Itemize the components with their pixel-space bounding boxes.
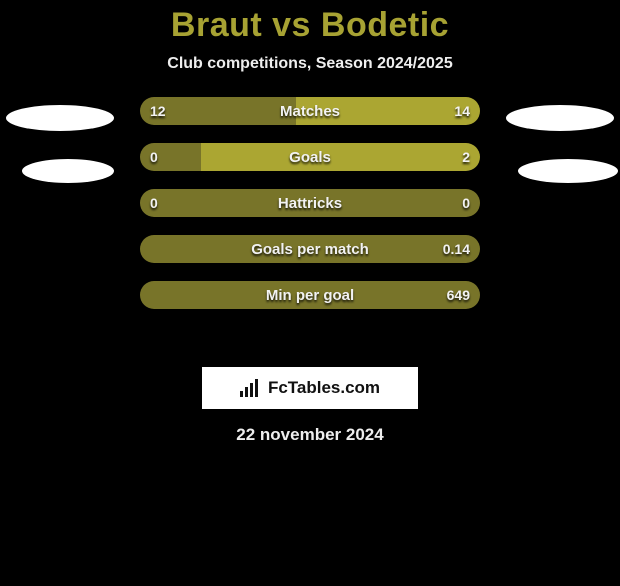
oval-icon <box>22 159 114 183</box>
stat-row: Matches1214 <box>140 97 480 125</box>
oval-icon <box>6 105 114 131</box>
source-logo-text: FcTables.com <box>268 378 380 398</box>
stat-bar-left <box>140 143 201 171</box>
right-player-marks <box>500 107 620 183</box>
chart-area: Matches1214Goals02Hattricks00Goals per m… <box>0 107 620 347</box>
oval-icon <box>518 159 618 183</box>
stat-bars: Matches1214 Goals02 Hattricks00 Goals per m… <box>140 97 480 327</box>
stat-bar-right <box>296 97 480 125</box>
stat-bar-left <box>140 189 480 217</box>
stat-row: Goals02 <box>140 143 480 171</box>
stat-bar-left <box>140 235 480 263</box>
left-player-marks <box>0 107 120 183</box>
comparison-subtitle: Club competitions, Season 2024/2025 <box>0 55 620 73</box>
stat-bar-left <box>140 281 480 309</box>
stat-bar-left <box>140 97 296 125</box>
stat-row: Hattricks00 <box>140 189 480 217</box>
stat-row: Min per goal649 <box>140 281 480 309</box>
stat-bar-right <box>201 143 480 171</box>
source-logo: FcTables.com <box>202 367 418 409</box>
stat-row: Goals per match0.14 <box>140 235 480 263</box>
snapshot-date: 22 november 2024 <box>0 425 620 445</box>
bars-icon <box>240 379 262 397</box>
oval-icon <box>506 105 614 131</box>
comparison-title: Braut vs Bodetic <box>0 6 620 45</box>
